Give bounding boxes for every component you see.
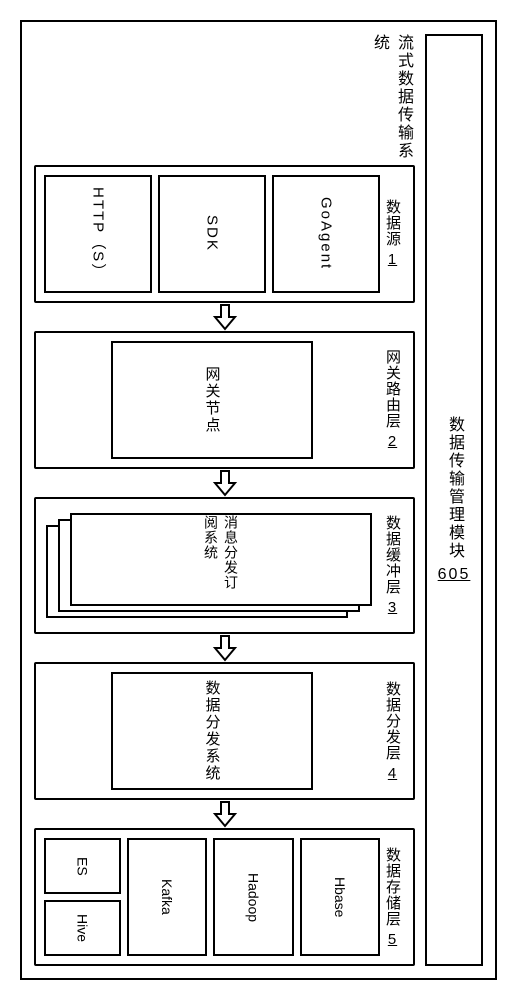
layer-buffer-label: 数据缓冲层 3	[380, 507, 405, 625]
arrow-2	[34, 469, 415, 497]
box-dispatch-system: 数据分发系统	[111, 672, 313, 790]
layer-storage-label: 数据存储层 5	[380, 838, 405, 956]
box-gateway-node: 网关节点	[111, 341, 313, 459]
layer-storage-content: ES Hive Kafka Hadoop Hbase	[44, 838, 380, 956]
pubsub-stack: 消息分发订阅系统	[46, 513, 372, 619]
layer-gateway: 网关节点 网关路由层 2	[34, 331, 415, 469]
arrow-3	[34, 634, 415, 662]
box-goagent: GoAgent	[272, 175, 380, 293]
layer-dispatch-label-text: 数据分发层	[382, 681, 403, 761]
management-module: 数据传输管理模块 605	[425, 34, 483, 966]
management-num: 605	[438, 566, 471, 584]
layer-storage-num: 5	[388, 931, 397, 948]
system-diagram: 流式数据传输系统 HTTP（S） SDK GoAgent 数据源 1 网关节点	[20, 20, 497, 980]
layer-gateway-num: 2	[388, 433, 397, 450]
system-title: 流式数据传输系统	[34, 34, 415, 161]
layer-gateway-label-text: 网关路由层	[382, 349, 403, 429]
arrow-1	[34, 303, 415, 331]
storage-col-1: ES Hive	[44, 838, 121, 956]
layer-source-label: 数据源 1	[380, 175, 405, 293]
management-column: 数据传输管理模块 605	[425, 22, 495, 978]
layer-dispatch-num: 4	[388, 765, 397, 782]
arrow-4	[34, 800, 415, 828]
layer-source-content: HTTP（S） SDK GoAgent	[44, 175, 380, 293]
box-http: HTTP（S）	[44, 175, 152, 293]
layer-buffer-content: 消息分发订阅系统	[44, 507, 380, 625]
management-label: 数据传输管理模块	[442, 416, 466, 560]
box-sdk: SDK	[158, 175, 266, 293]
layer-storage-label-text: 数据存储层	[382, 847, 403, 927]
layer-gateway-label: 网关路由层 2	[380, 341, 405, 459]
layer-source: HTTP（S） SDK GoAgent 数据源 1	[34, 165, 415, 303]
pubsub-card-front: 消息分发订阅系统	[70, 513, 372, 607]
layer-source-label-text: 数据源	[382, 199, 403, 247]
box-es: ES	[44, 838, 121, 894]
box-hbase: Hbase	[300, 838, 381, 956]
layer-dispatch-label: 数据分发层 4	[380, 672, 405, 790]
box-hadoop: Hadoop	[213, 838, 294, 956]
layer-buffer-num: 3	[388, 599, 397, 616]
box-kafka: Kafka	[127, 838, 208, 956]
layer-gateway-content: 网关节点	[44, 341, 380, 459]
layers-column: 流式数据传输系统 HTTP（S） SDK GoAgent 数据源 1 网关节点	[22, 22, 425, 978]
layer-storage: ES Hive Kafka Hadoop Hbase 数据存储层 5	[34, 828, 415, 966]
layer-source-num: 1	[388, 251, 397, 268]
layer-dispatch: 数据分发系统 数据分发层 4	[34, 662, 415, 800]
layer-buffer-label-text: 数据缓冲层	[382, 515, 403, 595]
layer-dispatch-content: 数据分发系统	[44, 672, 380, 790]
box-hive: Hive	[44, 900, 121, 956]
layer-buffer: 消息分发订阅系统 数据缓冲层 3	[34, 497, 415, 635]
